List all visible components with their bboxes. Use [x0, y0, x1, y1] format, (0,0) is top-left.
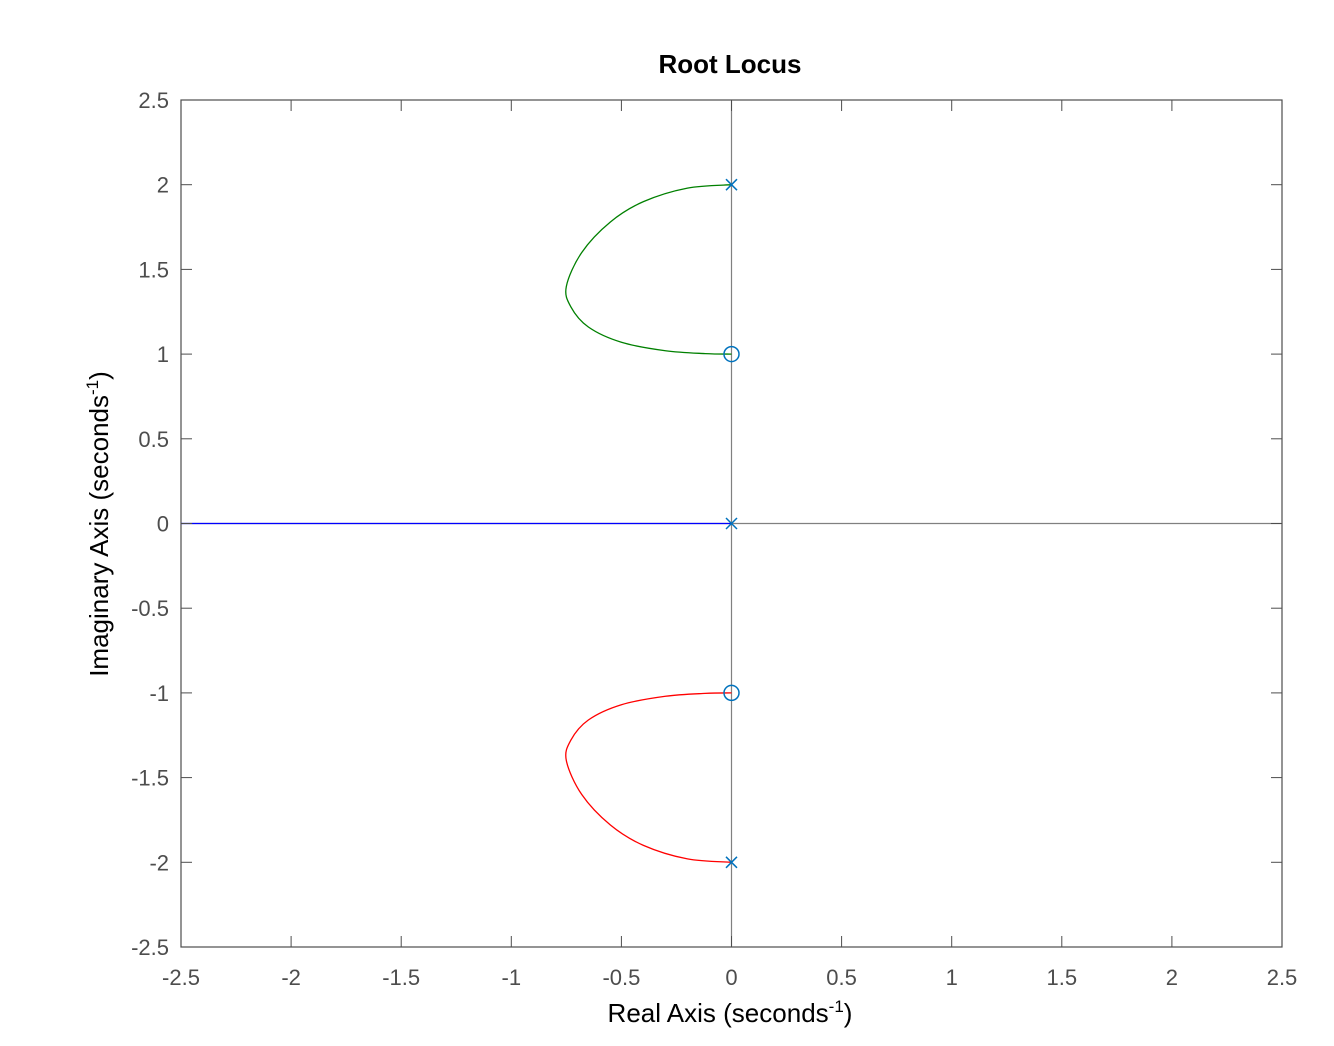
y-axis-label-tail: ) [84, 371, 114, 380]
y-tick-label: 1.5 [138, 257, 169, 282]
y-tick-label: 1 [157, 342, 169, 367]
x-tick-label: 1.5 [1047, 965, 1078, 990]
locus-branch-2 [565, 184, 732, 355]
x-tick-label: -0.5 [602, 965, 640, 990]
y-tick-label: -2.5 [131, 935, 169, 960]
y-axis-label-base: Imaginary Axis (seconds [84, 395, 114, 677]
x-tick-label: -2 [281, 965, 301, 990]
y-tick-label: 0.5 [138, 427, 169, 452]
zero-marker [723, 345, 740, 363]
x-axis-label: Real Axis (seconds-1) [608, 997, 853, 1028]
x-tick-label: 2 [1166, 965, 1178, 990]
y-axis-label: Imaginary Axis (seconds-1) [83, 371, 114, 677]
y-tick-label: -1.5 [131, 766, 169, 791]
y-tick-label: 2 [157, 173, 169, 198]
pole-marker [725, 517, 738, 530]
y-tick-label: -2 [149, 850, 169, 875]
zero-marker [723, 684, 740, 702]
x-tick-label: -2.5 [162, 965, 200, 990]
x-tick-label: 0.5 [826, 965, 857, 990]
pole-marker [725, 856, 738, 869]
y-axis-label-sup: -1 [83, 380, 102, 395]
y-tick-label: 0 [157, 512, 169, 537]
x-tick-label: 0 [725, 965, 737, 990]
x-tick-label: -1.5 [382, 965, 420, 990]
y-tick-label: -0.5 [131, 596, 169, 621]
y-tick-label: -1 [149, 681, 169, 706]
x-tick-label: 2.5 [1267, 965, 1298, 990]
x-tick-label: 1 [946, 965, 958, 990]
chart-title: Root Locus [659, 49, 802, 79]
y-axis-ticks: -2.5 -2 -1.5 -1 -0.5 0 0.5 1 1.5 2 2.5 [131, 88, 1282, 960]
x-axis-ticks: -2.5 -2 -1.5 -1 -0.5 0 0.5 1 1.5 2 2.5 [162, 100, 1297, 990]
pole-marker [725, 178, 738, 191]
plot-area [180, 99, 1283, 948]
y-tick-label: 2.5 [138, 88, 169, 113]
x-tick-label: -1 [502, 965, 522, 990]
locus-branch-3 [565, 692, 732, 863]
x-axis-label-sup: -1 [829, 997, 844, 1016]
x-axis-label-base: Real Axis (seconds [608, 998, 829, 1028]
x-axis-label-tail: ) [844, 998, 853, 1028]
